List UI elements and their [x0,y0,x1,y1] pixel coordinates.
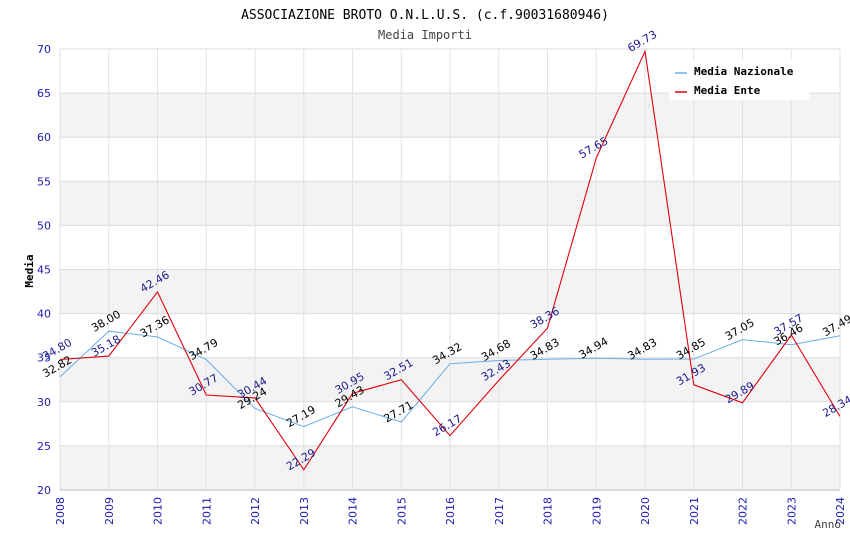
chart-title: ASSOCIAZIONE BROTO O.N.L.U.S. (c.f.90031… [241,8,609,23]
x-axis-label: Anno [815,518,842,531]
chart-subtitle: Media Importi [378,28,472,42]
x-axis-ticks: 2008 2009 2010 2011 2012 2013 2014 2015 2016 2017… [54,497,847,525]
x-tick-label: 2023 [785,497,798,525]
x-tick-label: 2010 [152,497,165,525]
x-tick-label: 2012 [249,497,262,525]
legend-box [669,60,809,100]
x-tick-label: 2024 [834,497,847,525]
x-tick-label: 2008 [54,497,67,525]
x-tick-label: 2013 [298,497,311,525]
legend: Media Nazionale Media Ente [669,60,809,100]
y-tick-label: 65 [37,87,51,100]
y-axis-label: Media [23,254,36,287]
y-tick-label: 30 [37,396,51,409]
y-tick-label: 55 [37,175,51,188]
x-tick-label: 2019 [590,497,603,525]
legend-label-media-nazionale: Media Nazionale [694,65,794,78]
y-tick-label: 40 [37,308,51,321]
x-tick-label: 2015 [395,497,408,525]
y-tick-label: 45 [37,264,51,277]
series-line-media-ente [59,49,841,471]
y-tick-label: 25 [37,440,51,453]
y-tick-label: 60 [37,131,51,144]
x-tick-label: 2018 [542,497,555,525]
series-line-media-nazionale [59,330,841,428]
x-tick-label: 2021 [688,497,701,525]
y-tick-label: 70 [37,43,51,56]
y-tick-label: 50 [37,219,51,232]
x-tick-label: 2011 [200,497,213,525]
y-axis-ticks: 20 25 30 35 40 45 50 55 60 65 70 [37,43,51,497]
y-tick-label: 35 [37,352,51,365]
x-tick-label: 2009 [103,497,116,525]
x-tick-label: 2016 [444,497,457,525]
x-tick-label: 2022 [737,497,750,525]
x-tick-label: 2020 [639,497,652,525]
series-lines [59,49,841,471]
x-tick-label: 2017 [493,497,506,525]
legend-label-media-ente: Media Ente [694,84,761,97]
x-tick-label: 2014 [347,497,360,525]
y-tick-label: 20 [37,484,51,497]
